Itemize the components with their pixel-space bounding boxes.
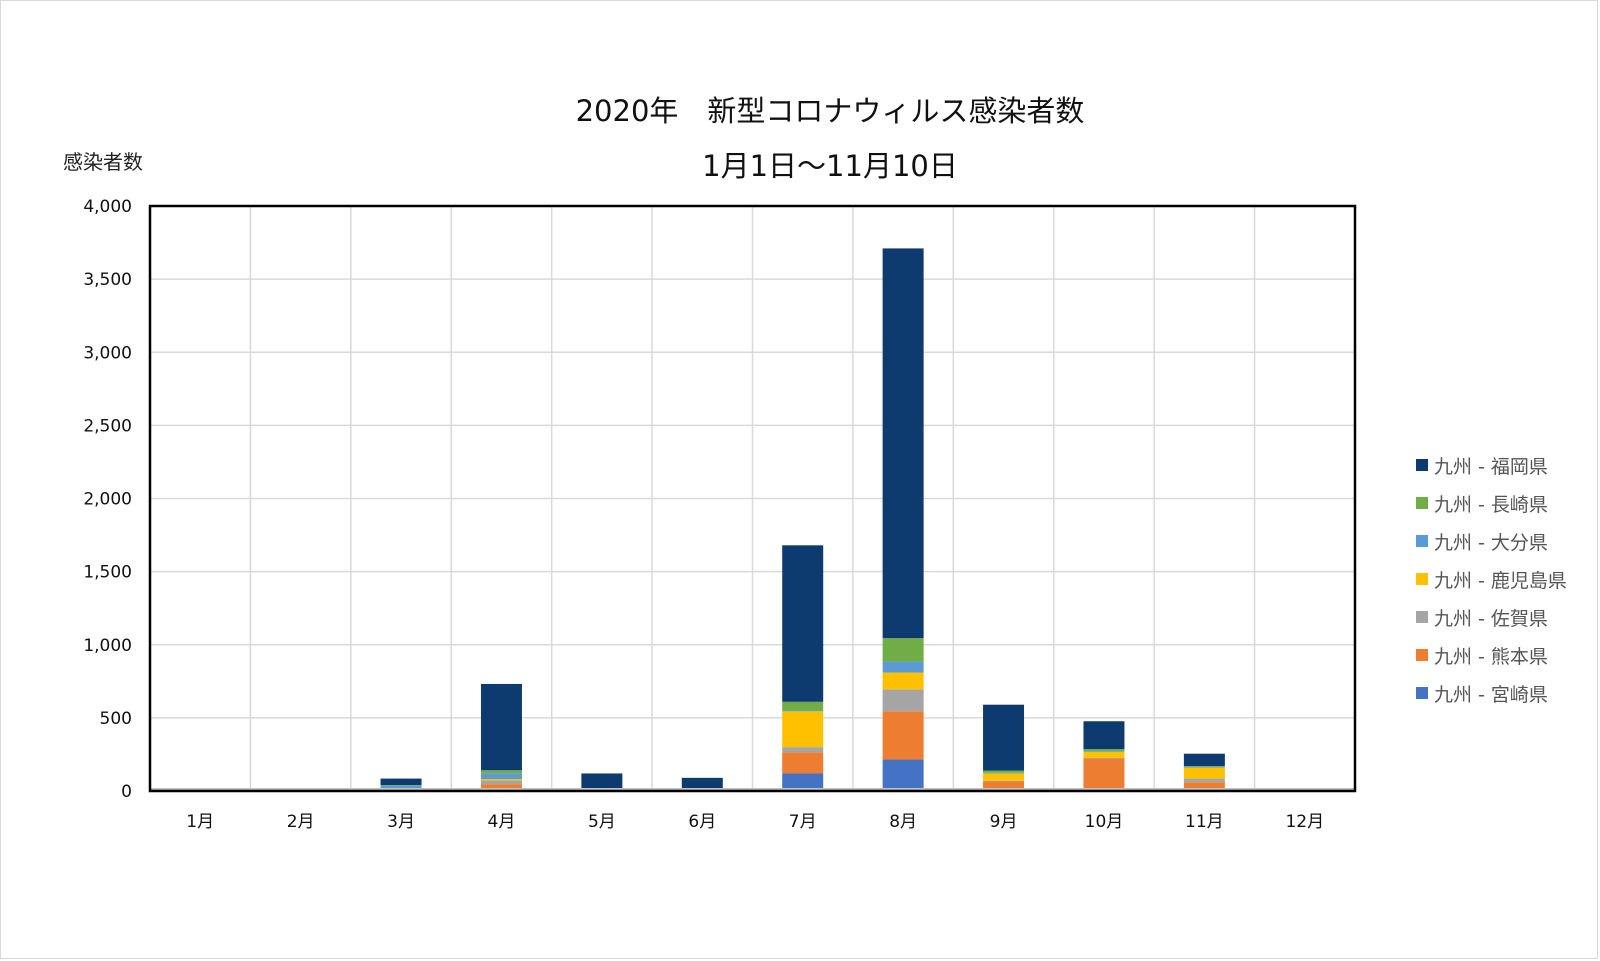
bar-segment xyxy=(1183,753,1225,767)
bar-segment xyxy=(882,672,924,690)
legend-item: 九州 - 鹿児島県 xyxy=(1416,560,1567,598)
bar-segment xyxy=(1183,766,1225,768)
legend-swatch xyxy=(1416,687,1428,699)
bar-segment xyxy=(480,683,522,771)
bar-segment xyxy=(882,759,924,791)
legend-item: 九州 - 佐賀県 xyxy=(1416,598,1567,636)
bar-segment xyxy=(882,638,924,662)
x-tick-label: 1月 xyxy=(186,812,214,832)
x-tick-label: 12月 xyxy=(1285,812,1324,832)
x-tick-label: 3月 xyxy=(387,812,415,832)
bar-segment xyxy=(1183,766,1225,767)
bar-segment xyxy=(782,701,824,711)
bar-segment xyxy=(1083,749,1125,752)
bar-segment xyxy=(681,777,723,791)
bar-segment xyxy=(1183,778,1225,783)
legend-swatch xyxy=(1416,535,1428,547)
y-tick-label: 3,000 xyxy=(83,343,132,363)
bar-segment xyxy=(882,689,924,712)
bar-segment xyxy=(782,545,824,702)
legend-swatch xyxy=(1416,497,1428,509)
x-tick-label: 5月 xyxy=(588,812,616,832)
legend-swatch xyxy=(1416,649,1428,661)
x-tick-label: 8月 xyxy=(889,812,917,832)
y-tick-label: 1,500 xyxy=(83,563,132,583)
bar-segment xyxy=(983,781,1025,790)
legend-label: 九州 - 佐賀県 xyxy=(1434,607,1548,630)
bar-segment xyxy=(480,784,522,789)
y-tick-label: 2,500 xyxy=(83,416,132,436)
bar-segment xyxy=(782,773,824,791)
y-tick-label: 4,000 xyxy=(83,197,132,217)
legend-swatch xyxy=(1416,459,1428,471)
bar-segment xyxy=(480,770,522,774)
bar-segment xyxy=(983,772,1025,774)
y-tick-label: 2,000 xyxy=(83,490,132,510)
y-tick-label: 1,000 xyxy=(83,636,132,656)
legend-swatch xyxy=(1416,611,1428,623)
bar-segment xyxy=(1183,782,1225,791)
x-tick-label: 2月 xyxy=(287,812,315,832)
bar-segment xyxy=(1083,751,1125,752)
bar-segment xyxy=(882,248,924,639)
x-axis-baseline xyxy=(150,788,1355,791)
legend-item: 九州 - 福岡県 xyxy=(1416,446,1567,484)
legend-label: 九州 - 福岡県 xyxy=(1434,455,1548,478)
bar-segment xyxy=(782,710,824,712)
x-tick-label: 6月 xyxy=(688,812,716,832)
bar-segment xyxy=(380,778,422,786)
plot-area-border xyxy=(148,204,1357,793)
bar-segment xyxy=(983,704,1025,771)
x-tick-label: 4月 xyxy=(488,812,516,832)
legend-item: 九州 - 宮崎県 xyxy=(1416,674,1567,712)
bar-segment xyxy=(480,773,522,780)
chart-title: 2020年 新型コロナウィルス感染者数 xyxy=(575,94,1085,128)
bar-segment xyxy=(1083,751,1125,758)
bar-segment xyxy=(380,785,422,786)
y-tick-label: 500 xyxy=(100,709,132,729)
bar-segment xyxy=(380,785,422,789)
bar-segment xyxy=(782,747,824,753)
legend-item: 九州 - 大分県 xyxy=(1416,522,1567,560)
legend-item: 九州 - 長崎県 xyxy=(1416,484,1567,522)
x-tick-label: 10月 xyxy=(1085,812,1124,832)
bar-segment xyxy=(480,780,522,785)
bar-segment xyxy=(983,773,1025,781)
chart-subtitle: 1月1日～11月10日 xyxy=(702,149,958,183)
legend-item: 九州 - 熊本県 xyxy=(1416,636,1567,674)
bar-segment xyxy=(1083,758,1125,790)
y-tick-label: 0 xyxy=(121,782,132,802)
legend-label: 九州 - 長崎県 xyxy=(1434,493,1548,516)
legend-label: 九州 - 宮崎県 xyxy=(1434,683,1548,706)
bar-segment xyxy=(882,661,924,673)
bar-segment xyxy=(1183,767,1225,779)
y-tick-label: 3,500 xyxy=(83,270,132,290)
legend-label: 九州 - 鹿児島県 xyxy=(1434,569,1567,592)
legend-swatch xyxy=(1416,573,1428,585)
x-tick-label: 7月 xyxy=(789,812,817,832)
x-tick-label: 9月 xyxy=(990,812,1018,832)
legend-label: 九州 - 熊本県 xyxy=(1434,645,1548,668)
y-axis-label: 感染者数 xyxy=(63,150,143,174)
legend-label: 九州 - 大分県 xyxy=(1434,531,1548,554)
x-tick-label: 11月 xyxy=(1185,812,1224,832)
bar-segment xyxy=(1083,757,1125,759)
bar-segment xyxy=(782,711,824,748)
bar-segment xyxy=(581,773,623,791)
bar-segment xyxy=(782,752,824,774)
bar-segment xyxy=(1083,721,1125,750)
bar-segment xyxy=(983,770,1025,773)
bar-segment xyxy=(882,711,924,760)
bar-segment xyxy=(480,779,522,781)
chart-legend: 九州 - 福岡県 九州 - 長崎県 九州 - 大分県 九州 - 鹿児島県 九州 - 佐賀… xyxy=(1416,446,1567,712)
bar-segment xyxy=(983,780,1025,782)
